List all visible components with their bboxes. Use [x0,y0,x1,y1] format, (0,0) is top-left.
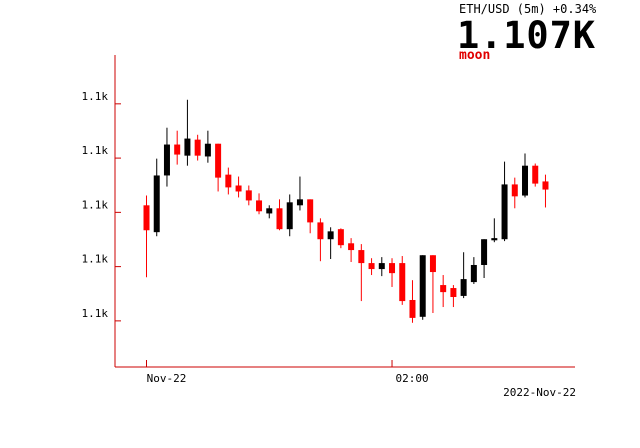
candle-body [511,184,518,197]
candle-body [378,263,385,270]
candle-body [317,222,324,240]
candle-body [163,144,170,176]
candle-body [225,174,232,188]
candle-body [245,190,252,201]
annotation: moon [459,48,490,63]
candle-body [491,238,498,241]
candle-body [286,202,293,230]
candle-body [429,255,436,273]
candle-body [307,199,314,223]
x-tick-label: Nov-22 [147,372,187,385]
candle-body [215,143,222,178]
candle-body [399,263,406,302]
y-tick-label: 1.1k [82,144,109,157]
candle-body [153,175,160,233]
y-tick-label: 1.1k [82,253,109,266]
candle-body [296,199,303,206]
candle-body [204,143,211,157]
candle-body [174,144,181,155]
y-tick-label: 1.1k [82,307,109,320]
candle-body [337,229,344,246]
price: 1.107K [457,14,596,57]
candle-body [276,208,283,230]
candle-body [419,255,426,317]
candle-body [256,200,263,212]
chart-title: ETH/USD (5m) +0.34% [459,2,597,16]
candle-body [235,185,242,192]
candle-body [194,139,201,156]
y-tick-label: 1.1k [82,198,109,211]
candle-body [440,285,447,293]
candle-body [143,205,150,231]
candle-body [460,279,467,296]
candle-body [368,263,375,270]
candle-body [348,243,355,251]
candle-body [409,299,416,318]
candle-body [358,250,365,264]
date-label: 2022-Nov-22 [503,386,576,399]
x-tick-label: 02:00 [395,372,428,385]
candle-body [522,165,529,196]
candle-body [389,263,396,274]
candle-body [532,165,539,184]
candle-body [542,181,549,190]
candle-body [470,264,477,283]
candle-body [501,184,508,240]
candle-body [481,239,488,265]
candle-body [184,138,191,156]
candle-body [327,231,334,240]
candle-body [450,288,457,298]
candle-body [266,208,273,214]
y-tick-label: 1.1k [82,90,109,103]
